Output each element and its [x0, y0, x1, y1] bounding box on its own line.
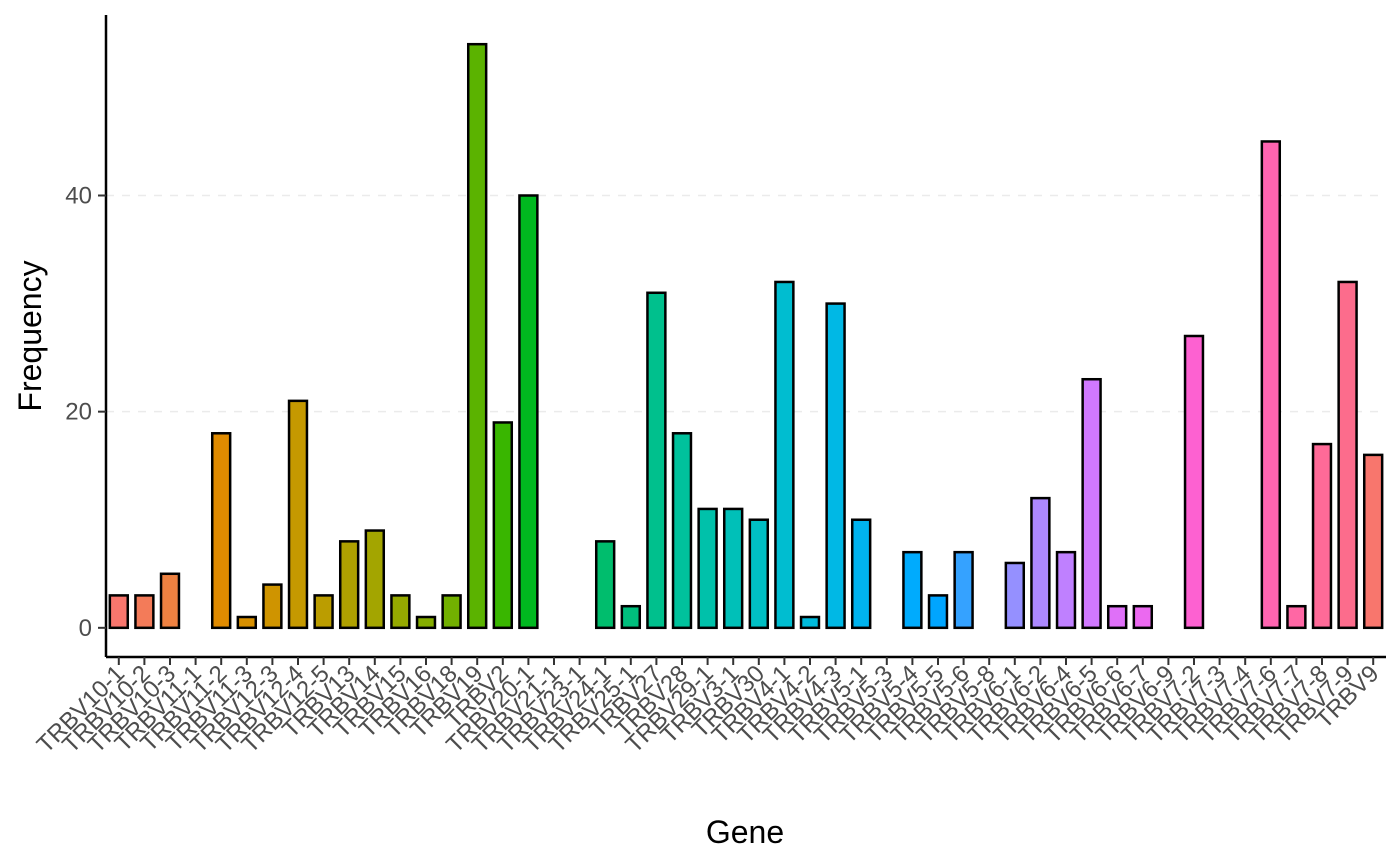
bar-TRBV7-2 [1183, 334, 1205, 630]
bar-TRBV5-1 [850, 518, 872, 630]
bar-TRBV12-3 [262, 583, 283, 630]
y-tick-label: 20 [65, 399, 92, 426]
bar-TRBV6-5 [1081, 377, 1102, 630]
bar-TRBV16 [415, 615, 437, 630]
y-tick-label: 40 [65, 182, 92, 209]
bar-TRBV2 [492, 421, 514, 630]
bar-TRBV29-1 [697, 507, 718, 630]
bar-TRBV7-7 [1286, 604, 1307, 630]
bar-TRBV6-2 [1030, 496, 1051, 630]
bar-TRBV12-4 [287, 399, 309, 630]
y-tick-label: 0 [79, 615, 92, 642]
bar-TRBV20-1 [518, 194, 539, 630]
bar-TRBV6-6 [1106, 604, 1128, 630]
bar-TRBV13 [338, 540, 360, 630]
bar-TRBV5-6 [953, 550, 974, 630]
bar-TRBV10-2 [134, 594, 155, 630]
bar-TRBV12-5 [313, 594, 334, 630]
bar-TRBV27 [646, 291, 667, 630]
y-ticks: 0 20 40 [65, 182, 106, 642]
bar-TRBV7-6 [1260, 140, 1282, 630]
bar-TRBV30 [748, 518, 770, 630]
bar-TRBV25-1 [620, 604, 642, 630]
bar-TRBV24-1 [594, 540, 616, 630]
bar-TRBV7-9 [1337, 280, 1358, 630]
bar-TRBV10-3 [159, 572, 181, 630]
gridlines [106, 194, 1386, 413]
x-axis-title: Gene [706, 814, 784, 850]
axes [104, 15, 1386, 659]
bar-TRBV4-2 [799, 615, 821, 630]
x-ticks: TRBV10-1TRBV10-2TRBV10-3TRBV11-1TRBV11-2… [32, 657, 1384, 758]
bar-TRBV7-8 [1311, 442, 1333, 630]
bar-TRBV6-1 [1004, 561, 1026, 630]
y-axis-title: Frequency [12, 260, 48, 411]
bar-TRBV4-1 [774, 280, 795, 630]
bar-TRBV6-7 [1132, 604, 1154, 630]
bar-TRBV5-5 [927, 594, 949, 630]
bar-TRBV19 [466, 42, 488, 630]
bar-TRBV18 [441, 594, 462, 630]
bar-TRBV28 [671, 432, 693, 630]
bar-TRBV11-3 [236, 615, 258, 630]
bar-TRBV10-1 [108, 594, 130, 630]
bar-TRBV14 [364, 529, 386, 630]
bar-TRBV3-1 [722, 507, 744, 630]
bar-TRBV6-4 [1055, 550, 1077, 630]
bar-TRBV9 [1362, 453, 1384, 630]
bars [108, 42, 1384, 630]
bar-TRBV15 [390, 594, 411, 630]
bar-TRBV11-2 [210, 432, 232, 630]
bar-TRBV5-4 [902, 550, 923, 630]
bar-TRBV4-3 [825, 302, 846, 630]
